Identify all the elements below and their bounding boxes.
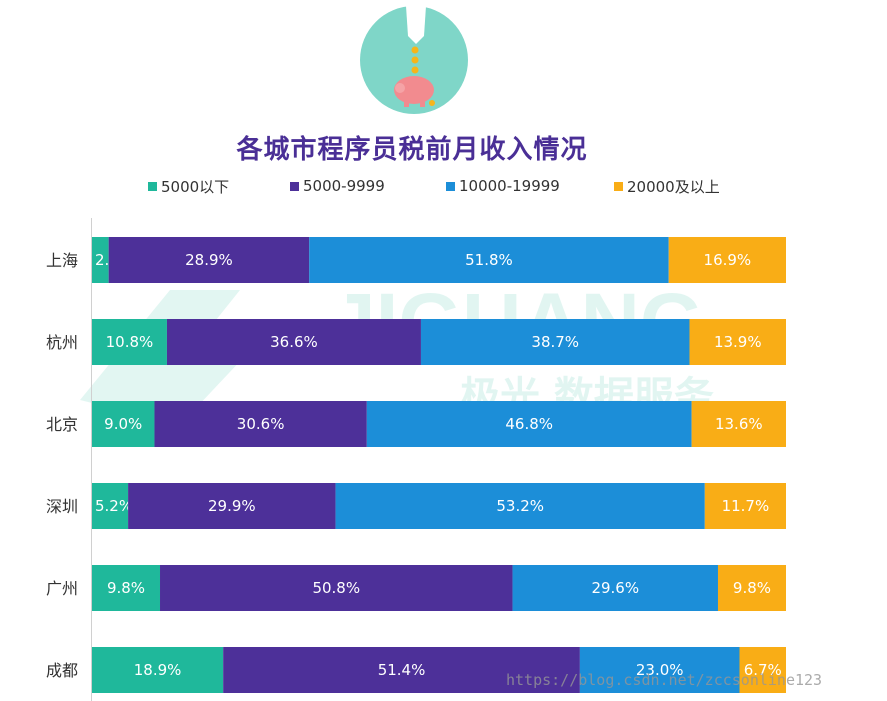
bar-segment	[154, 401, 367, 447]
data-label: 18.9%	[134, 661, 182, 679]
data-label: 13.6%	[715, 415, 763, 433]
data-label: 50.8%	[312, 579, 360, 597]
data-label: 10.8%	[106, 333, 154, 351]
data-label: 11.7%	[722, 497, 770, 515]
bar-segment	[668, 237, 786, 283]
bar-segment	[691, 401, 786, 447]
data-label: 16.9%	[704, 251, 752, 269]
coin-icon	[429, 100, 435, 106]
piggy-bank-icon	[394, 76, 434, 104]
bar-segment	[166, 319, 421, 365]
data-label: 38.7%	[531, 333, 579, 351]
chart-title: 各城市程序员税前月收入情况	[236, 135, 588, 165]
hand-icon	[406, 6, 426, 44]
coin-icon	[411, 66, 419, 74]
legend-item: 10000-19999	[446, 176, 560, 196]
bar-segment	[739, 647, 786, 693]
piggy-bank-illustration	[360, 6, 468, 114]
piggy-leg-icon	[404, 101, 409, 107]
category-label: 成都	[46, 661, 78, 680]
piggy-snout-icon	[395, 83, 405, 93]
data-label: 36.6%	[270, 333, 318, 351]
legend-swatch	[446, 181, 455, 191]
legend-swatch	[290, 181, 299, 191]
data-label: 9.0%	[104, 415, 142, 433]
data-label: 28.9%	[185, 251, 233, 269]
bar-segment	[92, 237, 109, 283]
bar-segment	[579, 647, 740, 693]
bar-segment	[335, 483, 705, 529]
data-label: 29.6%	[591, 579, 639, 597]
data-label: 53.2%	[496, 497, 544, 515]
piggy-leg-icon	[420, 101, 425, 107]
coin-icon	[411, 46, 419, 54]
bar-segment	[309, 237, 669, 283]
bar-segment	[689, 319, 786, 365]
category-label: 北京	[46, 415, 78, 434]
data-label: 5.2%	[95, 497, 133, 515]
legend-item: 20000及以上	[614, 176, 720, 196]
data-label: 13.9%	[714, 333, 762, 351]
category-label: 杭州	[46, 333, 78, 352]
data-label: 46.8%	[505, 415, 553, 433]
category-label: 上海	[46, 251, 78, 270]
coin-icon	[411, 56, 419, 64]
legend-label: 20000及以上	[627, 177, 720, 196]
data-label: 51.4%	[378, 661, 426, 679]
bar-segment	[512, 565, 718, 611]
legend-swatch	[148, 181, 157, 191]
legend-item: 5000-9999	[290, 176, 385, 196]
bar-segment	[704, 483, 786, 529]
category-label: 广州	[46, 579, 78, 598]
legend-swatch	[614, 181, 623, 191]
legend-label: 10000-19999	[459, 177, 560, 195]
bar-segment	[92, 401, 155, 447]
data-label: 6.7%	[744, 661, 782, 679]
bar-segment	[366, 401, 692, 447]
bar-segment	[92, 565, 161, 611]
bar-segment	[420, 319, 690, 365]
bar-segment	[717, 565, 786, 611]
bar-segment	[160, 565, 513, 611]
legend-item: 5000以下	[148, 176, 229, 196]
bar-segment	[92, 647, 224, 693]
category-label: 深圳	[46, 497, 78, 516]
csdn-watermark: https://blog.csdn.net/zccsonline123	[506, 671, 823, 689]
data-label: 23.0%	[636, 661, 684, 679]
data-label: 30.6%	[237, 415, 285, 433]
data-label: 29.9%	[208, 497, 256, 515]
data-label: 9.8%	[107, 579, 145, 597]
bar-segment	[92, 319, 167, 365]
data-label: 51.8%	[465, 251, 513, 269]
bar-segment	[92, 483, 129, 529]
bar-segment	[128, 483, 336, 529]
legend-label: 5000-9999	[303, 177, 385, 195]
bar-segment	[223, 647, 580, 693]
bar-segment	[108, 237, 310, 283]
chart-legend: 5000以下 5000-9999 10000-19999 20000及以上	[0, 176, 887, 196]
legend-label: 5000以下	[161, 177, 230, 196]
data-label: 9.8%	[733, 579, 771, 597]
